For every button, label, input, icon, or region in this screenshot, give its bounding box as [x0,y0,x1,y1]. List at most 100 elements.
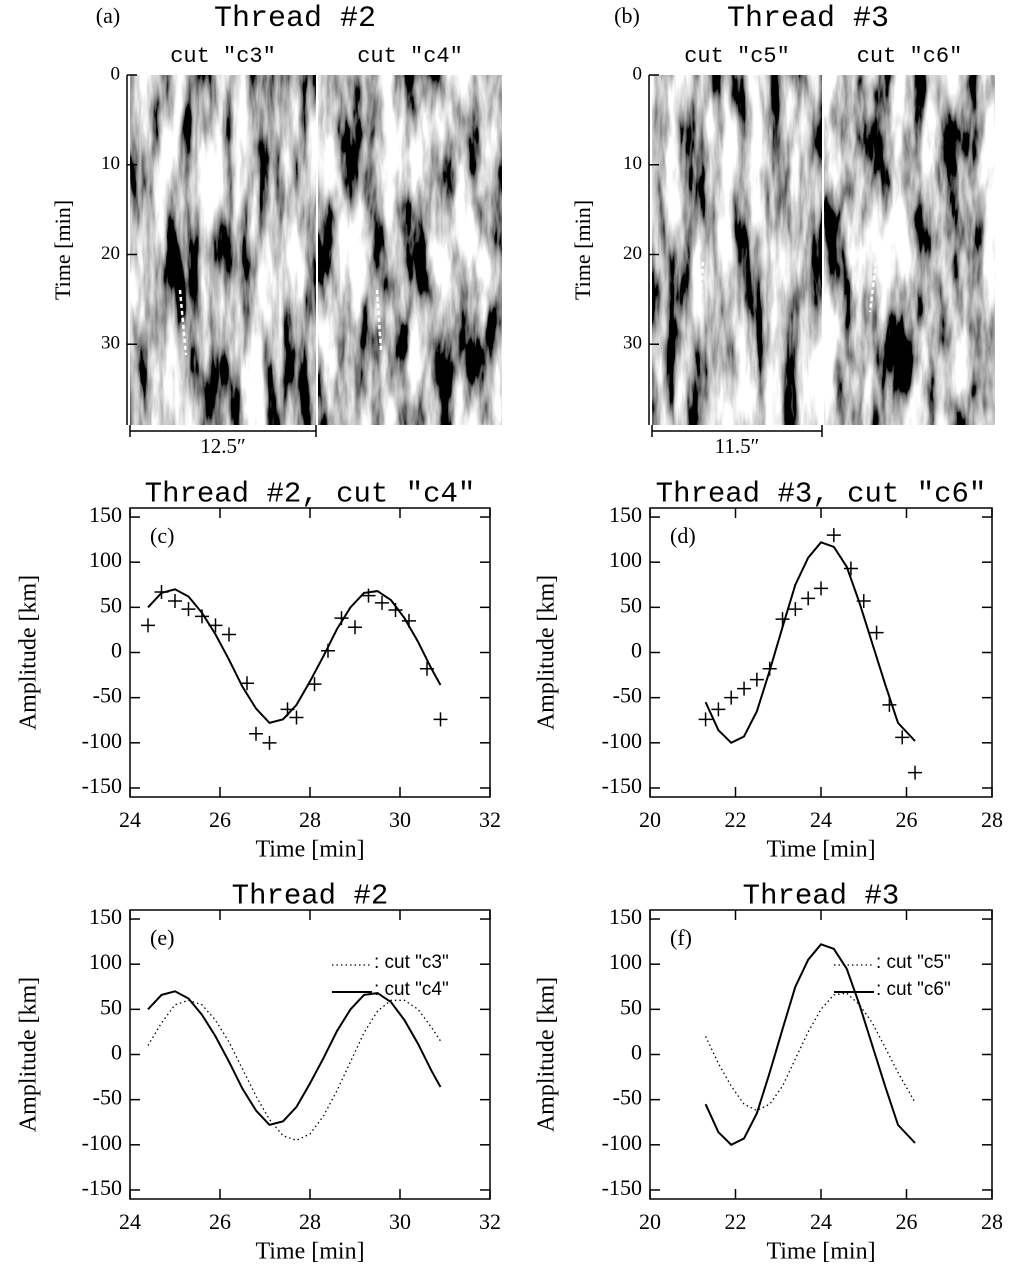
scale-label: 11.5″ [715,434,760,458]
measurement-marker [141,618,155,633]
x-axis-label: Time [min] [255,1239,364,1265]
x-tick-label: 22 [725,807,747,832]
x-tick-label: 20 [639,807,661,832]
measurement-marker [762,661,777,676]
y-axis-label: Time [min] [50,200,75,300]
legend-label: : cut "c6" [876,979,951,1000]
cut-label: cut "c3" [170,44,276,69]
measurement-marker [698,712,713,727]
x-axis-label: Time [min] [766,837,875,863]
measurement-marker [856,594,871,609]
time-distance-image [130,75,316,425]
y-tick-label: 150 [609,904,642,929]
measurement-marker [724,690,739,705]
panel-label: (d) [670,523,696,548]
measurement-marker [154,584,169,599]
x-tick-label: 26 [209,1209,231,1234]
y-tick-label: 100 [89,949,122,974]
x-tick-label: 20 [639,1209,661,1234]
y-tick-label: 10 [101,153,120,174]
y-axis-label: Time [min] [570,200,595,300]
measurement-marker [195,609,209,624]
image-separator [822,75,824,425]
measurement-marker [388,603,403,618]
y-tick-label: 50 [620,994,642,1019]
y-axis-label: Amplitude [km] [534,575,560,730]
measurement-marker [375,595,389,610]
measurement-marker [222,627,236,642]
y-tick-label: 50 [100,592,122,617]
measurement-marker [869,625,884,640]
measurement-marker [749,672,764,687]
y-tick-label: 50 [620,592,642,617]
panel-label: (e) [150,925,174,950]
y-tick-label: 0 [111,638,122,663]
measurement-marker [262,735,277,750]
panel-title: Thread #3 [727,2,889,36]
time-distance-image [318,75,502,425]
y-tick-label: 100 [89,547,122,572]
y-tick-label: -50 [93,1085,122,1110]
y-tick-label: -150 [82,1175,122,1200]
measurement-marker [843,561,858,576]
y-tick-label: 150 [89,502,122,527]
oscillation-track [868,261,878,313]
panel-title: Thread #2 [214,2,376,36]
measurement-marker [908,765,923,780]
y-tick-label: -100 [602,1130,642,1155]
y-tick-label: -150 [602,1175,642,1200]
fit-line [704,541,916,745]
y-tick-label: 10 [623,153,642,174]
measurement-marker [280,702,295,717]
measurement-marker [402,613,416,628]
panel-label: (a) [96,3,120,28]
measurement-marker [321,643,335,658]
y-tick-label: 20 [623,243,642,264]
measurement-marker [249,726,263,741]
y-tick-label: 150 [609,502,642,527]
y-tick-label: 100 [609,547,642,572]
panel-label: (f) [670,925,692,950]
plot-frame [129,507,491,798]
y-tick-label: 0 [633,63,643,84]
y-tick-label: 0 [111,1040,122,1065]
fit-line [147,990,442,1127]
panel-title: Thread #2, cut "c4" [145,478,476,511]
y-tick-label: -100 [82,728,122,753]
panel-title: Thread #3 [743,880,900,913]
measurement-marker [168,594,182,609]
x-axis-label: Time [min] [255,837,364,863]
x-tick-label: 24 [810,807,832,832]
x-tick-label: 30 [389,1209,411,1234]
x-tick-label: 24 [810,1209,832,1234]
panel-title: Thread #2 [232,880,389,913]
measurement-marker [895,730,910,745]
measurement-marker [826,528,841,543]
measurement-marker [420,661,434,676]
x-tick-label: 30 [389,807,411,832]
x-tick-label: 26 [209,807,231,832]
measurement-marker [775,612,790,627]
y-tick-label: 30 [101,333,120,354]
fit-line [705,992,916,1112]
cut-label: cut "c6" [857,44,963,69]
x-tick-label: 26 [896,807,918,832]
panel-label: (b) [614,3,640,28]
y-tick-label: 50 [100,994,122,1019]
y-tick-label: 0 [111,63,121,84]
measurement-marker [814,581,828,596]
y-tick-label: 0 [631,1040,642,1065]
measurement-marker [433,712,448,727]
y-tick-label: -50 [613,1085,642,1110]
measurement-marker [289,710,304,725]
y-tick-label: 20 [101,243,120,264]
y-tick-label: -50 [613,683,642,708]
x-tick-label: 22 [725,1209,747,1234]
panel-title: Thread #3, cut "c6" [656,478,987,511]
cut-label: cut "c4" [357,44,463,69]
oscillation-track [375,289,383,351]
measurement-marker [334,611,349,626]
x-tick-label: 24 [119,807,141,832]
measurement-marker [348,620,362,635]
